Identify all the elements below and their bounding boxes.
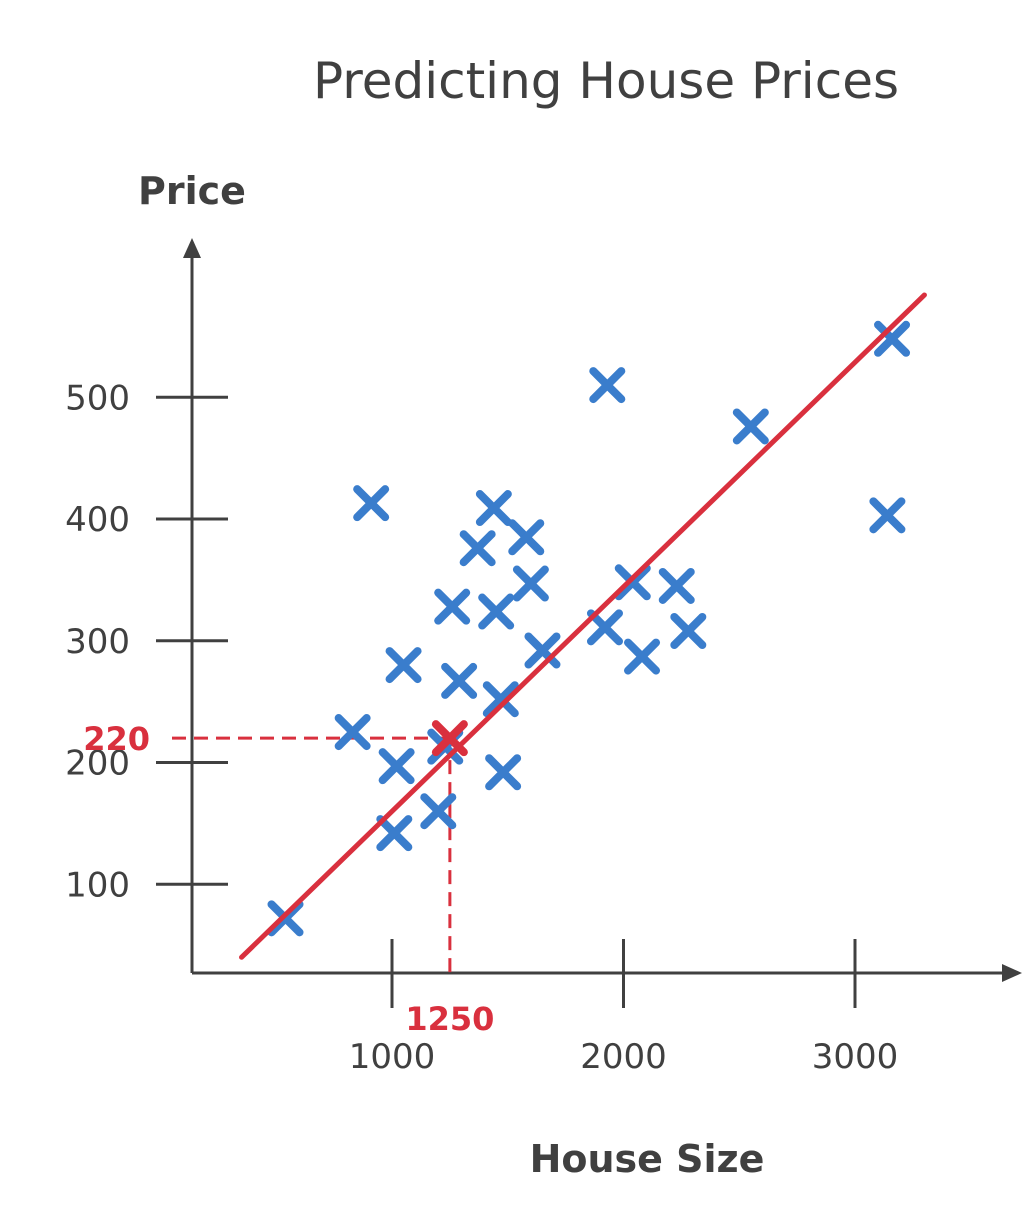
prediction-y-label: 220	[83, 720, 150, 758]
data-points	[267, 320, 911, 937]
data-point-stroke	[459, 530, 496, 567]
data-point	[524, 632, 561, 669]
data-point-stroke	[475, 490, 512, 527]
data-point-stroke	[586, 609, 623, 646]
regression-line	[239, 292, 927, 960]
data-point-stroke	[482, 681, 519, 718]
data-point	[512, 565, 549, 602]
x-axis-title: House Size	[530, 1137, 765, 1181]
prediction-guides: 220 1250	[83, 720, 494, 1038]
data-point	[869, 497, 906, 534]
data-point	[485, 754, 522, 791]
data-point	[732, 408, 769, 445]
data-point-stroke	[420, 793, 457, 830]
data-point	[586, 609, 623, 646]
data-point-stroke	[434, 588, 471, 625]
x-tick-label: 1000	[349, 1037, 436, 1077]
data-point-stroke	[589, 367, 626, 404]
data-point-stroke	[508, 519, 545, 556]
y-tick-label: 200	[65, 744, 130, 784]
data-point-stroke	[378, 748, 415, 785]
y-axis-arrow	[183, 238, 201, 258]
chart-title: Predicting House Prices	[313, 52, 899, 110]
y-tick-label: 100	[65, 865, 130, 905]
data-point	[614, 564, 651, 601]
x-axis-arrow	[1002, 964, 1022, 982]
data-point-stroke	[732, 408, 769, 445]
data-point	[353, 485, 390, 522]
data-point-stroke	[670, 613, 707, 650]
data-point-stroke	[658, 567, 695, 604]
data-point	[459, 530, 496, 567]
data-point	[378, 748, 415, 785]
data-point	[420, 793, 457, 830]
data-point-stroke	[624, 638, 661, 675]
data-point-stroke	[874, 320, 911, 357]
data-point	[434, 588, 471, 625]
x-tick-label: 3000	[812, 1037, 899, 1077]
data-point-stroke	[385, 647, 422, 684]
prediction-marker	[431, 720, 468, 757]
data-point	[376, 815, 413, 852]
data-point	[670, 613, 707, 650]
data-point	[589, 367, 626, 404]
data-point-stroke	[614, 564, 651, 601]
axes	[183, 238, 1022, 982]
data-point	[508, 519, 545, 556]
data-point	[874, 320, 911, 357]
data-point-stroke	[334, 714, 371, 751]
data-point	[482, 681, 519, 718]
ticks: 1000 2000 3000 100 200 300 400 500	[65, 378, 898, 1077]
data-point-stroke	[478, 593, 515, 630]
prediction-x-label: 1250	[405, 1000, 494, 1038]
fit-line	[239, 292, 927, 960]
y-tick-label: 300	[65, 622, 130, 662]
data-point-stroke	[441, 662, 478, 699]
data-point	[334, 714, 371, 751]
data-point	[385, 647, 422, 684]
data-point	[624, 638, 661, 675]
data-point-stroke	[869, 497, 906, 534]
data-point	[441, 662, 478, 699]
data-point-stroke	[485, 754, 522, 791]
y-axis-title: Price	[138, 169, 246, 213]
data-point-stroke	[353, 485, 390, 522]
data-point-stroke	[512, 565, 549, 602]
data-point	[658, 567, 695, 604]
x-tick-label: 2000	[580, 1037, 667, 1077]
data-point	[478, 593, 515, 630]
y-tick-label: 500	[65, 378, 130, 418]
data-point-stroke	[376, 815, 413, 852]
data-point-stroke	[524, 632, 561, 669]
data-point	[475, 490, 512, 527]
prediction-point-stroke	[431, 720, 468, 757]
y-tick-label: 400	[65, 500, 130, 540]
